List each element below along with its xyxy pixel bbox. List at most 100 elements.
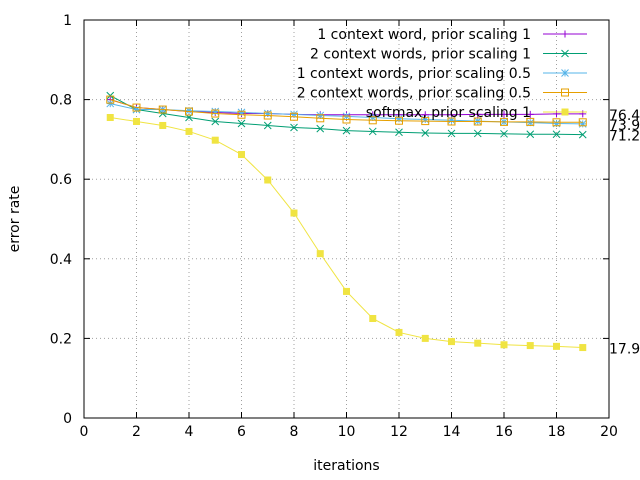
data-point — [185, 127, 193, 135]
data-point — [290, 123, 298, 132]
legend-label: softmax, prior scaling 1 — [366, 105, 531, 121]
data-point — [342, 115, 351, 124]
data-point — [237, 110, 246, 119]
legend-marker — [561, 69, 569, 77]
data-point — [316, 114, 325, 123]
data-point — [395, 116, 403, 125]
data-point — [447, 116, 456, 125]
data-point — [133, 117, 140, 125]
data-point — [395, 114, 403, 123]
data-point — [264, 176, 272, 184]
data-point — [526, 117, 535, 126]
series-line — [110, 99, 583, 123]
y-tick-label: 0.6 — [50, 172, 72, 188]
data-point — [578, 118, 587, 127]
series-5 — [106, 114, 587, 352]
data-point — [395, 328, 403, 336]
legend-label: 1 context words, prior scaling 0.5 — [297, 66, 531, 82]
data-point — [132, 105, 141, 114]
data-point — [237, 108, 246, 117]
data-point — [447, 117, 456, 126]
data-point — [578, 130, 587, 139]
data-point — [263, 121, 272, 130]
data-point — [421, 117, 430, 126]
x-tick-label: 0 — [80, 424, 89, 440]
data-point — [448, 338, 455, 346]
data-point — [368, 127, 377, 136]
legend-label: 2 context words, prior scaling 0.5 — [297, 86, 531, 102]
x-tick-label: 14 — [443, 424, 461, 440]
data-point — [369, 315, 377, 322]
data-point — [106, 114, 114, 122]
data-point — [290, 112, 298, 121]
data-point — [211, 136, 219, 144]
y-tick-label: 0.2 — [50, 331, 72, 347]
legend-label: 2 context words, prior scaling 1 — [310, 47, 531, 63]
legend-marker — [561, 108, 569, 116]
x-tick-label: 8 — [290, 424, 299, 440]
data-point — [526, 130, 535, 139]
end-value-label: 71.2 — [609, 129, 640, 145]
y-axis-label: error rate — [7, 186, 23, 253]
data-point — [290, 209, 298, 217]
x-tick-label: 16 — [495, 424, 513, 440]
legend-marker — [561, 49, 569, 58]
legend-item: 2 context words, prior scaling 0.5 — [297, 86, 587, 102]
data-point — [421, 115, 430, 124]
data-point — [368, 116, 377, 125]
end-value-label: 73.9 — [609, 118, 640, 134]
x-tick-label: 10 — [338, 424, 356, 440]
data-point — [263, 111, 272, 120]
data-point — [211, 117, 220, 126]
data-point — [526, 342, 534, 350]
x-axis-label: iterations — [313, 458, 379, 474]
x-tick-label: 2 — [132, 424, 141, 440]
legend-marker — [561, 88, 569, 97]
y-tick-label: 1 — [63, 13, 72, 29]
data-point — [237, 119, 246, 128]
data-point — [579, 110, 587, 118]
data-point — [473, 129, 482, 138]
data-point — [552, 119, 561, 128]
data-point — [500, 129, 508, 138]
data-point — [343, 287, 350, 295]
legend-item: 1 context word, prior scaling 1 — [317, 27, 587, 43]
x-tick-label: 4 — [185, 424, 194, 440]
data-point — [263, 109, 272, 118]
data-point — [474, 339, 482, 347]
data-point — [552, 118, 561, 127]
x-tick-label: 6 — [237, 424, 246, 440]
data-point — [316, 124, 325, 133]
y-tick-label: 0.4 — [50, 252, 72, 268]
x-tick-label: 18 — [548, 424, 566, 440]
data-point — [316, 250, 324, 258]
data-point — [185, 107, 193, 116]
y-tick-label: 0 — [63, 411, 72, 427]
series-layer — [106, 91, 587, 352]
data-point — [526, 118, 535, 127]
end-value-annotations: 76.473.971.2 17.9 — [609, 108, 640, 358]
data-point — [552, 130, 561, 139]
x-tick-label: 12 — [390, 424, 408, 440]
legend-marker — [561, 30, 569, 38]
y-tick-label: 0.8 — [50, 93, 72, 109]
x-tick-label: 20 — [600, 424, 618, 440]
data-point — [421, 334, 429, 342]
legend: 1 context word, prior scaling 1 2 context… — [297, 27, 587, 121]
legend-label: 1 context word, prior scaling 1 — [317, 27, 531, 43]
data-point — [447, 129, 456, 138]
data-point — [553, 110, 560, 118]
data-point — [106, 95, 115, 104]
data-point — [158, 105, 167, 114]
data-point — [342, 126, 351, 135]
data-point — [500, 117, 508, 126]
data-point — [238, 151, 245, 159]
data-point — [132, 103, 141, 112]
end-value-label: 76.4 — [609, 108, 640, 124]
data-point — [578, 120, 587, 128]
legend-item: 1 context words, prior scaling 0.5 — [297, 66, 587, 82]
data-point — [159, 121, 167, 129]
data-point — [368, 113, 377, 122]
data-point — [500, 341, 508, 349]
